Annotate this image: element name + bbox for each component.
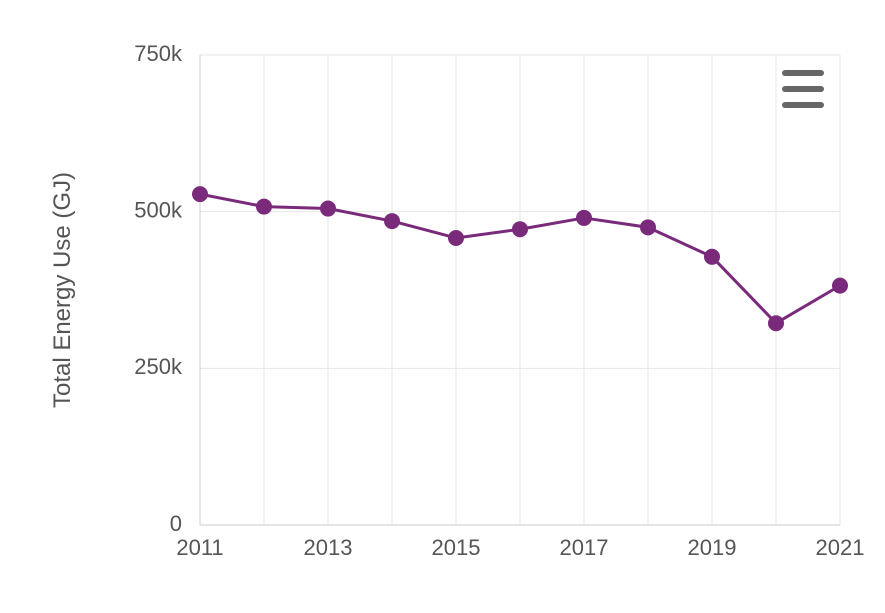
series-marker[interactable]	[448, 230, 464, 246]
y-tick-label: 250k	[134, 354, 183, 379]
series-marker[interactable]	[640, 219, 656, 235]
x-tick-label: 2015	[432, 535, 481, 560]
menu-bar	[782, 102, 824, 108]
series-marker[interactable]	[384, 213, 400, 229]
menu-bar	[782, 86, 824, 92]
y-axis-title: Total Energy Use (GJ)	[49, 172, 76, 408]
menu-icon[interactable]	[782, 70, 824, 108]
menu-bar	[782, 70, 824, 76]
x-tick-label: 2013	[304, 535, 353, 560]
series-marker[interactable]	[512, 221, 528, 237]
y-tick-label: 500k	[134, 197, 183, 222]
series-marker[interactable]	[192, 186, 208, 202]
y-tick-label: 0	[170, 511, 182, 536]
series-marker[interactable]	[576, 210, 592, 226]
x-tick-label: 2021	[816, 535, 865, 560]
y-tick-label: 750k	[134, 41, 183, 66]
x-tick-label: 2017	[560, 535, 609, 560]
series-marker[interactable]	[256, 199, 272, 215]
x-tick-label: 2019	[688, 535, 737, 560]
x-tick-label: 2011	[176, 535, 223, 560]
series-marker[interactable]	[320, 201, 336, 217]
series-marker[interactable]	[832, 278, 848, 294]
chart-container: 0 250k 500k 750k 2011 2013 2015 2017 2019 2021 Tot…	[0, 0, 885, 613]
series-marker[interactable]	[704, 249, 720, 265]
series-marker[interactable]	[768, 315, 784, 331]
energy-line-chart: 0 250k 500k 750k 2011 2013 2015 2017 2019 2021 Tot…	[0, 0, 885, 613]
